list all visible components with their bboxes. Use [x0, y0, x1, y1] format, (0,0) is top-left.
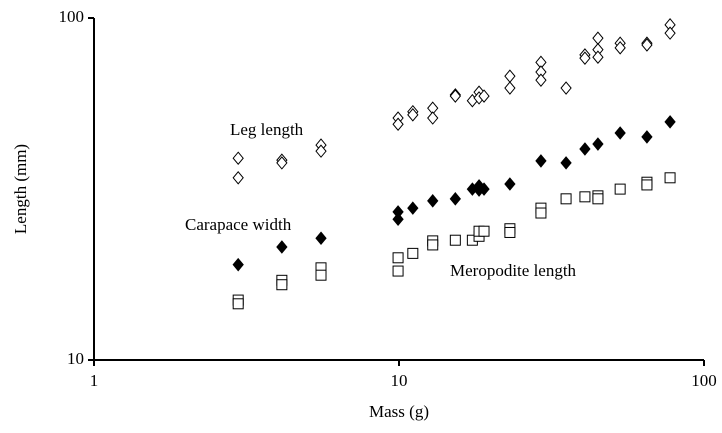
- point: [315, 231, 327, 246]
- y-tick-label: 10: [67, 349, 84, 368]
- point: [592, 31, 604, 45]
- point: [232, 151, 244, 166]
- point: [392, 252, 404, 264]
- point: [407, 247, 419, 259]
- point: [427, 239, 439, 251]
- point: [276, 240, 288, 254]
- point: [614, 183, 626, 195]
- point: [641, 38, 653, 52]
- point: [392, 265, 404, 277]
- point: [535, 207, 547, 219]
- point: [478, 182, 490, 196]
- point: [276, 156, 288, 170]
- point: [504, 81, 516, 95]
- point: [392, 212, 404, 227]
- series-label: Carapace width: [185, 215, 292, 234]
- point: [641, 130, 653, 144]
- series-label: Leg length: [230, 120, 304, 139]
- point: [478, 89, 490, 103]
- point: [427, 111, 439, 125]
- point: [449, 192, 461, 206]
- point: [232, 257, 244, 272]
- point: [560, 156, 572, 170]
- series-label: Meropodite length: [450, 261, 577, 280]
- point: [614, 126, 626, 140]
- point: [535, 154, 547, 168]
- point: [579, 191, 591, 203]
- point: [504, 69, 516, 83]
- x-tick-label: 1: [90, 371, 99, 390]
- point: [614, 41, 626, 55]
- y-axis-label: Length (mm): [11, 144, 30, 234]
- point: [560, 81, 572, 95]
- point: [504, 177, 516, 191]
- point: [478, 225, 490, 237]
- point: [664, 26, 676, 40]
- point: [592, 193, 604, 205]
- point: [592, 137, 604, 151]
- point: [392, 117, 404, 132]
- point: [276, 279, 288, 291]
- point: [232, 171, 244, 185]
- point: [641, 179, 653, 191]
- point: [449, 234, 461, 246]
- point: [664, 172, 676, 184]
- point: [449, 89, 461, 103]
- point: [579, 51, 591, 65]
- point: [579, 142, 591, 156]
- point: [535, 73, 547, 87]
- point: [232, 298, 244, 310]
- point: [664, 115, 676, 129]
- point: [315, 144, 327, 158]
- point: [407, 108, 419, 122]
- x-axis-label: Mass (g): [369, 402, 429, 421]
- x-tick-label: 100: [691, 371, 717, 390]
- point: [315, 269, 327, 281]
- y-tick-label: 100: [59, 7, 85, 26]
- point: [427, 194, 439, 208]
- point: [407, 201, 419, 215]
- x-tick-label: 10: [391, 371, 408, 390]
- point: [592, 50, 604, 64]
- point: [504, 226, 516, 238]
- point: [560, 193, 572, 205]
